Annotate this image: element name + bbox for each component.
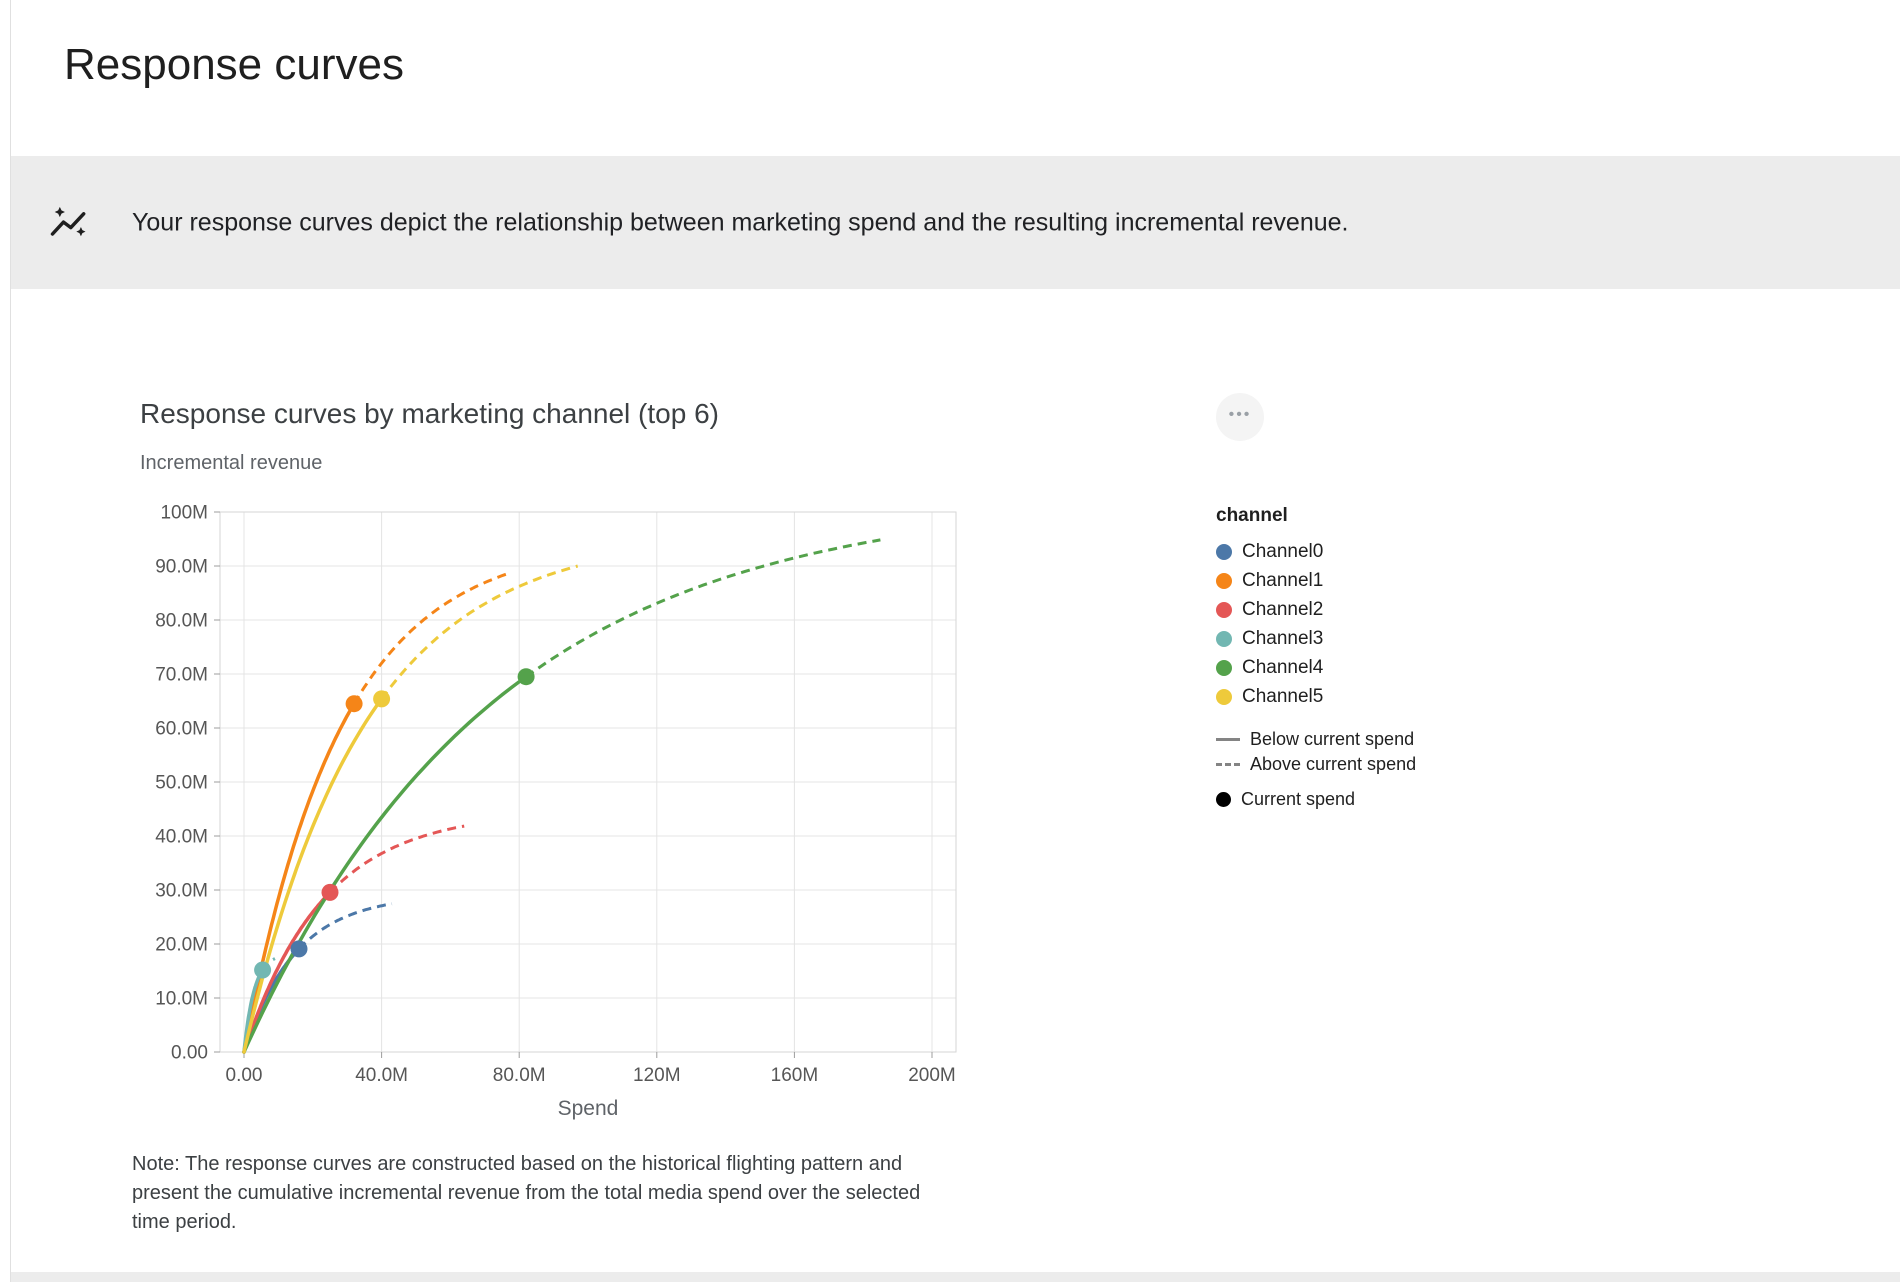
- series-color-dot: [1216, 688, 1232, 705]
- x-axis-title: Spend: [558, 1097, 619, 1120]
- curve-dashed-Channel1: [352, 571, 510, 705]
- style-label: Above current spend: [1250, 754, 1417, 774]
- legend-title: channel: [1216, 505, 1288, 526]
- legend-style-items: Below current spend Above current spend Cu…: [1216, 727, 1416, 812]
- y-tick-label: 100M: [160, 503, 208, 524]
- y-tick-label: 50.0M: [155, 773, 208, 794]
- y-tick-label: 90.0M: [155, 557, 208, 578]
- y-tick-label: 0.00: [171, 1043, 208, 1064]
- series-color-dot: [1216, 601, 1232, 618]
- chart-legend: channel Channel0 Channel1 Channel2 Channel3…: [1216, 505, 1416, 812]
- legend-item-channel0: Channel0: [1216, 537, 1416, 566]
- more-options-icon: •••: [1228, 406, 1252, 423]
- chart-title: Response curves by marketing channel (to…: [140, 398, 719, 429]
- series-label: Channel4: [1242, 656, 1324, 678]
- current-spend-dot-sample: [1216, 792, 1231, 807]
- series-label: Channel1: [1242, 569, 1324, 591]
- curve-dashed-Channel4: [525, 538, 881, 678]
- series-color-dot: [1216, 659, 1232, 676]
- x-tick-label: 0.00: [226, 1065, 263, 1086]
- legend-style-solid: Below current spend: [1216, 727, 1416, 752]
- series-label: Channel0: [1242, 540, 1324, 562]
- style-label: Below current spend: [1250, 729, 1415, 749]
- legend-item-channel3: Channel3: [1216, 624, 1416, 653]
- curve-solid-Channel4: [242, 674, 528, 1054]
- chart-note: Note: The response curves are constructe…: [132, 1153, 921, 1233]
- curve-dashed-Channel0: [297, 902, 393, 950]
- curve-solid-Channel5: [242, 697, 384, 1054]
- series-color-dot: [1216, 630, 1232, 647]
- current-spend-marker-Channel3: [254, 961, 272, 979]
- legend-style-dot: Current spend: [1216, 787, 1416, 812]
- curve-dashed-Channel2: [328, 824, 465, 894]
- y-tick-label: 40.0M: [155, 827, 208, 848]
- legend-item-channel2: Channel2: [1216, 595, 1416, 624]
- y-tick-label: 10.0M: [155, 989, 208, 1010]
- x-tick-label: 80.0M: [493, 1065, 546, 1086]
- current-spend-marker-Channel2: [321, 883, 339, 901]
- series-label: Channel2: [1242, 598, 1324, 620]
- next-section-edge: [11, 1272, 1900, 1282]
- curve-dashed-Channel5: [380, 564, 579, 700]
- legend-item-channel1: Channel1: [1216, 566, 1416, 595]
- y-tick-label: 60.0M: [155, 719, 208, 740]
- y-tick-label: 80.0M: [155, 611, 208, 632]
- legend-item-channel5: Channel5: [1216, 682, 1416, 711]
- current-spend-marker-Channel0: [290, 940, 308, 958]
- legend-item-channel4: Channel4: [1216, 653, 1416, 682]
- x-tick-label: 40.0M: [355, 1065, 408, 1086]
- legend-style-dashed: Above current spend: [1216, 752, 1416, 777]
- page-title: Response curves: [64, 40, 404, 89]
- dashed-line-sample: [1216, 763, 1240, 766]
- insight-banner: Your response curves depict the relation…: [11, 156, 1900, 289]
- y-tick-label: 70.0M: [155, 665, 208, 686]
- banner-text: Your response curves depict the relation…: [132, 208, 1349, 236]
- x-tick-label: 160M: [771, 1065, 819, 1086]
- more-options-button[interactable]: •••: [1216, 393, 1264, 441]
- series-color-dot: [1216, 572, 1232, 589]
- series-label: Channel3: [1242, 627, 1324, 649]
- legend-channel-items: Channel0 Channel1 Channel2 Channel3 Channel4…: [1216, 537, 1416, 711]
- current-spend-marker-Channel5: [373, 690, 391, 708]
- series-color-dot: [1216, 543, 1232, 560]
- insights-icon: [47, 201, 91, 245]
- curve-solid-Channel2: [242, 890, 332, 1054]
- y-tick-label: 30.0M: [155, 881, 208, 902]
- response-curves-chart: 0.00 40.0M 80.0M 120M 160M 200M 0.00 10.0M 20.0M…: [155, 503, 957, 1120]
- y-tick-label: 20.0M: [155, 935, 208, 956]
- current-spend-marker-Channel4: [517, 668, 535, 686]
- current-spend-marker-Channel1: [345, 695, 363, 713]
- x-tick-label: 120M: [633, 1065, 681, 1086]
- style-label: Current spend: [1241, 789, 1356, 809]
- y-axis-title: Incremental revenue: [140, 452, 323, 474]
- series-label: Channel5: [1242, 685, 1324, 707]
- solid-line-sample: [1216, 738, 1240, 741]
- left-pane-divider: [10, 0, 11, 1282]
- x-tick-label: 200M: [908, 1065, 956, 1086]
